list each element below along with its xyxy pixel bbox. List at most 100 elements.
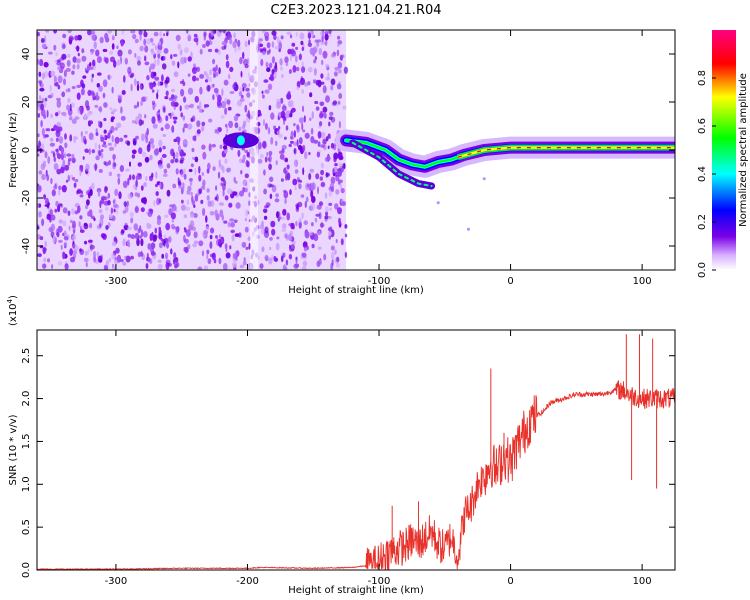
- noise-blob: [131, 149, 137, 155]
- noise-blob: [80, 88, 85, 96]
- noise-blob: [130, 217, 134, 224]
- noise-blob: [69, 219, 73, 224]
- noise-blob: [209, 241, 213, 249]
- noise-blob: [267, 83, 273, 91]
- signal-strong-red: [457, 147, 675, 158]
- noise-blob: [276, 101, 281, 109]
- noise-blob: [257, 113, 260, 118]
- noise-blob: [197, 266, 203, 270]
- y-tick-label: -20: [21, 190, 32, 206]
- noise-blob: [96, 56, 102, 64]
- noise-blob: [67, 174, 71, 182]
- noise-blob: [244, 63, 249, 69]
- noise-blob: [179, 49, 183, 56]
- noise-blob: [134, 186, 138, 191]
- noise-blob: [322, 106, 328, 113]
- noise-blob: [229, 91, 235, 94]
- noise-blob: [46, 109, 49, 118]
- noise-blob: [246, 113, 252, 118]
- colorbar-ticks: 0.0 0.2 0.4 0.6 0.8: [697, 70, 716, 278]
- noise-blob: [289, 189, 292, 196]
- noise-blob: [304, 151, 308, 160]
- noise-blob: [273, 34, 277, 40]
- noise-blob: [95, 155, 100, 161]
- noise-blob: [170, 111, 175, 119]
- noise-blob: [191, 147, 195, 153]
- noise-blob: [232, 261, 238, 268]
- noise-blob: [150, 63, 156, 70]
- noise-blob: [67, 53, 71, 58]
- noise-blob: [118, 137, 124, 142]
- noise-blob: [159, 31, 162, 37]
- noise-blob: [207, 200, 212, 207]
- noise-blob: [285, 62, 289, 66]
- noise-blob: [268, 105, 272, 111]
- noise-blob: [46, 30, 50, 34]
- noise-blob: [126, 239, 130, 246]
- noise-blob: [327, 227, 333, 232]
- noise-blob: [338, 93, 343, 99]
- noise-blob: [274, 45, 280, 50]
- noise-blob: [187, 34, 192, 42]
- noise-blob: [92, 251, 97, 257]
- noise-blob: [282, 208, 287, 216]
- noise-blob: [276, 211, 281, 219]
- noise-blob: [48, 227, 53, 233]
- noise-blob: [151, 144, 155, 149]
- noise-blob: [193, 63, 196, 70]
- noise-blob: [338, 69, 342, 74]
- noise-blob: [241, 241, 247, 248]
- noise-blob: [336, 256, 340, 263]
- noise-blob: [98, 106, 103, 113]
- noise-blob: [229, 38, 233, 45]
- noise-blob: [164, 83, 168, 88]
- noise-blob: [282, 223, 287, 230]
- noise-blob: [271, 41, 275, 48]
- colorbar-tick-label: 0.8: [697, 70, 708, 86]
- noise-blob: [224, 107, 228, 115]
- noise-blob: [245, 87, 250, 92]
- noise-blob: [284, 56, 289, 64]
- noise-blob: [69, 134, 73, 142]
- noise-blob: [262, 140, 267, 149]
- noise-blob: [140, 207, 145, 213]
- noise-blob: [313, 233, 319, 242]
- noise-blob: [266, 50, 270, 55]
- noise-blob: [298, 217, 302, 223]
- noise-blob: [291, 42, 296, 47]
- noise-blob: [103, 161, 107, 166]
- noise-blob: [301, 122, 304, 131]
- noise-blob: [56, 97, 61, 101]
- noise-blob: [157, 259, 162, 263]
- noise-blob: [344, 251, 348, 258]
- noise-blob: [117, 173, 121, 178]
- noise-blob: [38, 170, 43, 175]
- noise-blob: [84, 130, 88, 135]
- noise-blob: [261, 30, 266, 34]
- noise-blob: [146, 75, 150, 81]
- noise-blob: [289, 34, 293, 39]
- noise-blob: [330, 78, 336, 86]
- snr-y-scale: (x104): [6, 295, 19, 326]
- noise-blob: [38, 140, 41, 149]
- noise-blob: [281, 74, 284, 79]
- y-tick-label: -40: [21, 238, 32, 254]
- noise-blob: [164, 252, 169, 260]
- noise-blob: [239, 264, 245, 269]
- noise-blob: [63, 78, 66, 86]
- noise-blob: [319, 110, 324, 118]
- noise-blob: [71, 208, 75, 215]
- noise-blob: [319, 30, 324, 37]
- noise-blob: [49, 209, 53, 217]
- noise-blob: [333, 71, 338, 77]
- noise-blob: [99, 223, 102, 228]
- noise-blob: [294, 186, 297, 191]
- noise-blob: [134, 232, 139, 240]
- noise-blob: [328, 186, 333, 191]
- noise-blob: [325, 76, 331, 81]
- noise-blob: [183, 214, 188, 219]
- noise-blob: [295, 206, 300, 213]
- noise-blob: [238, 126, 242, 132]
- noise-blob: [274, 61, 278, 70]
- noise-blob: [304, 82, 308, 87]
